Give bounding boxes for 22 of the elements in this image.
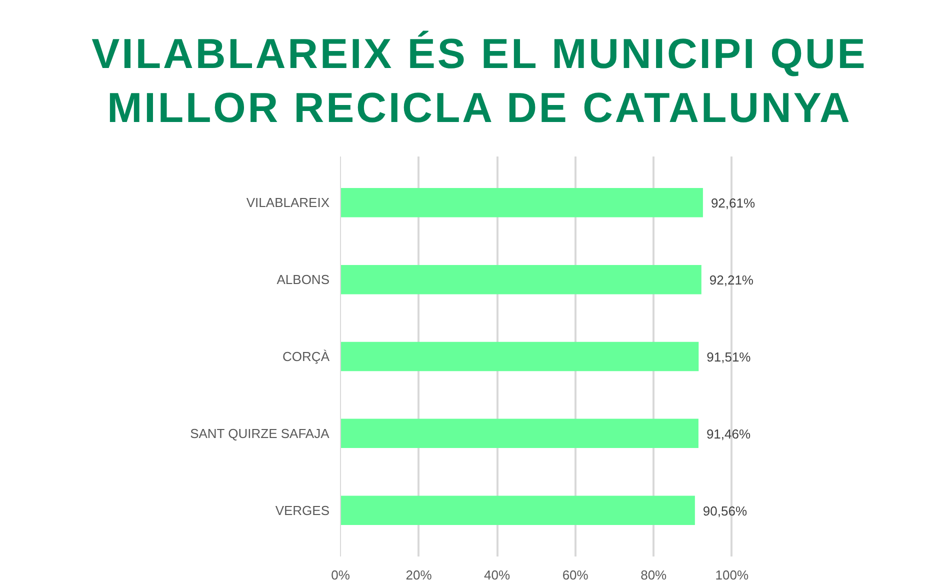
x-tick-label: 100% bbox=[715, 568, 749, 581]
bar bbox=[340, 188, 703, 218]
y-tick-label: SANT QUIRZE SAFAJA bbox=[190, 426, 330, 441]
bar bbox=[340, 496, 695, 525]
data-label: 92,61% bbox=[710, 196, 756, 211]
x-tick-label: 60% bbox=[562, 568, 589, 581]
bar bbox=[340, 264, 702, 294]
x-tick-label: 80% bbox=[640, 568, 668, 581]
y-tick-label: ALBONS bbox=[276, 272, 330, 288]
y-tick-label: VILABLAREIX bbox=[246, 195, 330, 210]
data-label: 92,21% bbox=[709, 272, 754, 288]
x-tick-label: 20% bbox=[406, 568, 432, 581]
bar bbox=[340, 342, 699, 372]
y-tick-label: CORÇÀ bbox=[282, 349, 330, 364]
data-label: 91,51% bbox=[706, 350, 752, 364]
chart-title: VILABLAREIX ÉS EL MUNICIPI QUE MILLOR RECICLA DE CATALUNYA bbox=[90, 29, 868, 133]
x-tick-label: 40% bbox=[484, 568, 510, 581]
bar bbox=[340, 418, 698, 448]
data-label: 91,46% bbox=[706, 426, 751, 442]
x-tick-label: 0% bbox=[331, 568, 350, 581]
y-tick-label: VERGES bbox=[275, 502, 330, 518]
data-label: 90,56% bbox=[702, 503, 748, 518]
